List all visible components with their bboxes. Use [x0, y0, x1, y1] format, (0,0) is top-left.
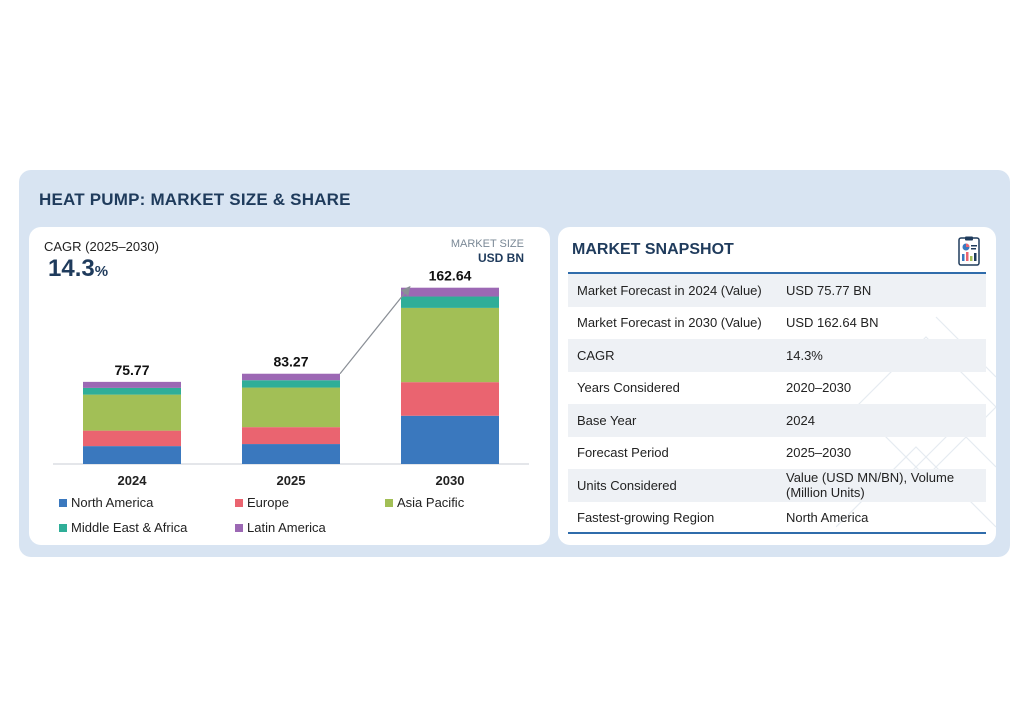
legend-item: Middle East & Africa	[59, 520, 187, 535]
snapshot-top-rule	[568, 272, 986, 274]
x-tick-label: 2025	[277, 473, 306, 488]
market-size-label: MARKET SIZE	[450, 238, 524, 250]
market-snapshot-card: MARKET SNAPSHOT Market Forecast in 2024 …	[558, 227, 996, 545]
bar-total-label: 83.27	[273, 354, 308, 370]
snapshot-bottom-rule	[568, 532, 986, 534]
snapshot-row-label: Forecast Period	[577, 445, 669, 461]
snapshot-row: Market Forecast in 2030 (Value) USD 162.6…	[568, 307, 986, 340]
snapshot-row-value: USD 75.77 BN	[786, 282, 872, 298]
snapshot-row-label: CAGR	[577, 347, 615, 363]
snapshot-row-value: Value (USD MN/BN), Volume (Million Units…	[786, 470, 955, 501]
cagr-unit: %	[94, 263, 109, 280]
legend-item: Latin America	[235, 520, 326, 535]
market-size-unit: USD BN	[477, 251, 524, 265]
bar-segment	[83, 430, 181, 447]
bar-total-label: 75.77	[114, 362, 149, 378]
bar-segment	[242, 373, 340, 381]
snapshot-row-value: USD 162.64 BN	[786, 315, 879, 331]
legend-label: Middle East & Africa	[71, 520, 188, 535]
snapshot-row: CAGR 14.3%	[568, 339, 986, 372]
page-title: HEAT PUMP: MARKET SIZE & SHARE	[39, 190, 351, 209]
snapshot-row-label: Years Considered	[577, 380, 680, 396]
snapshot-row-label: Market Forecast in 2030 (Value)	[577, 315, 762, 331]
legend-label: Asia Pacific	[397, 495, 465, 510]
bar-segment	[83, 387, 181, 395]
bar-segment	[242, 387, 340, 428]
bar-segment	[83, 394, 181, 431]
snapshot-row: Units Considered Value (USD MN/BN), Volum…	[568, 469, 986, 502]
chart-card: CAGR (2025–2030) 14.3% MARKET SIZE USD B…	[29, 227, 550, 545]
snapshot-row-label: Base Year	[577, 412, 637, 428]
x-tick-label: 2030	[436, 473, 465, 488]
infographic-panel: HEAT PUMP: MARKET SIZE & SHARE CAGR (202…	[19, 170, 1010, 557]
legend-swatch	[235, 523, 243, 532]
snapshot-row-value: North America	[786, 510, 869, 526]
bar-total-label: 162.64	[429, 268, 472, 284]
snapshot-row: Base Year 2024	[568, 404, 986, 437]
bar-segment	[83, 381, 181, 388]
snapshot-row-value: 14.3%	[786, 347, 823, 363]
snapshot-row-label: Market Forecast in 2024 (Value)	[577, 282, 762, 298]
stacked-bar-chart: 75.77 2024 83.27 2025 162.64 2030	[53, 268, 529, 488]
cagr-label: CAGR (2025–2030)	[44, 239, 159, 254]
snapshot-row-value: 2020–2030	[786, 380, 852, 396]
snapshot-row: Fastest-growing Region North America	[568, 502, 986, 535]
bar-segment	[242, 427, 340, 445]
growth-arrow	[339, 285, 411, 375]
snapshot-row: Market Forecast in 2024 (Value) USD 75.77…	[568, 274, 986, 307]
legend-label: Latin America	[247, 520, 326, 535]
x-tick-label: 2024	[118, 473, 148, 488]
snapshot-row: Forecast Period 2025–2030	[568, 437, 986, 470]
snapshot-row-value: 2025–2030	[786, 445, 852, 461]
report-clipboard-icon	[958, 236, 980, 266]
bar-segment	[83, 446, 181, 464]
snapshot-row: Years Considered 2020–2030	[568, 372, 986, 405]
cagr-value: 14.3%	[48, 255, 108, 283]
snapshot-row-value: 2024	[786, 412, 815, 428]
bar-segment	[401, 415, 499, 464]
legend-swatch	[59, 498, 67, 507]
legend-swatch	[235, 498, 243, 507]
legend-item: Europe	[235, 495, 289, 510]
snapshot-row-label: Fastest-growing Region	[577, 510, 715, 526]
legend-swatch	[59, 523, 67, 532]
bar-segment	[242, 444, 340, 464]
legend-label: Europe	[247, 495, 289, 510]
snapshot-title: MARKET SNAPSHOT	[572, 241, 734, 258]
legend-swatch	[385, 498, 393, 507]
snapshot-row-label: Units Considered	[577, 477, 677, 493]
legend-item: North America	[59, 495, 153, 510]
bar-segment	[401, 382, 499, 416]
legend-item: Asia Pacific	[385, 495, 464, 510]
snapshot-table: Market Forecast in 2024 (Value) USD 75.77…	[568, 274, 986, 534]
bar-segment	[401, 296, 499, 308]
legend-label: North America	[71, 495, 154, 510]
cagr-number: 14.3	[48, 255, 95, 282]
bar-segment	[401, 307, 499, 383]
bar-segment	[401, 287, 499, 297]
bar-segment	[242, 380, 340, 388]
